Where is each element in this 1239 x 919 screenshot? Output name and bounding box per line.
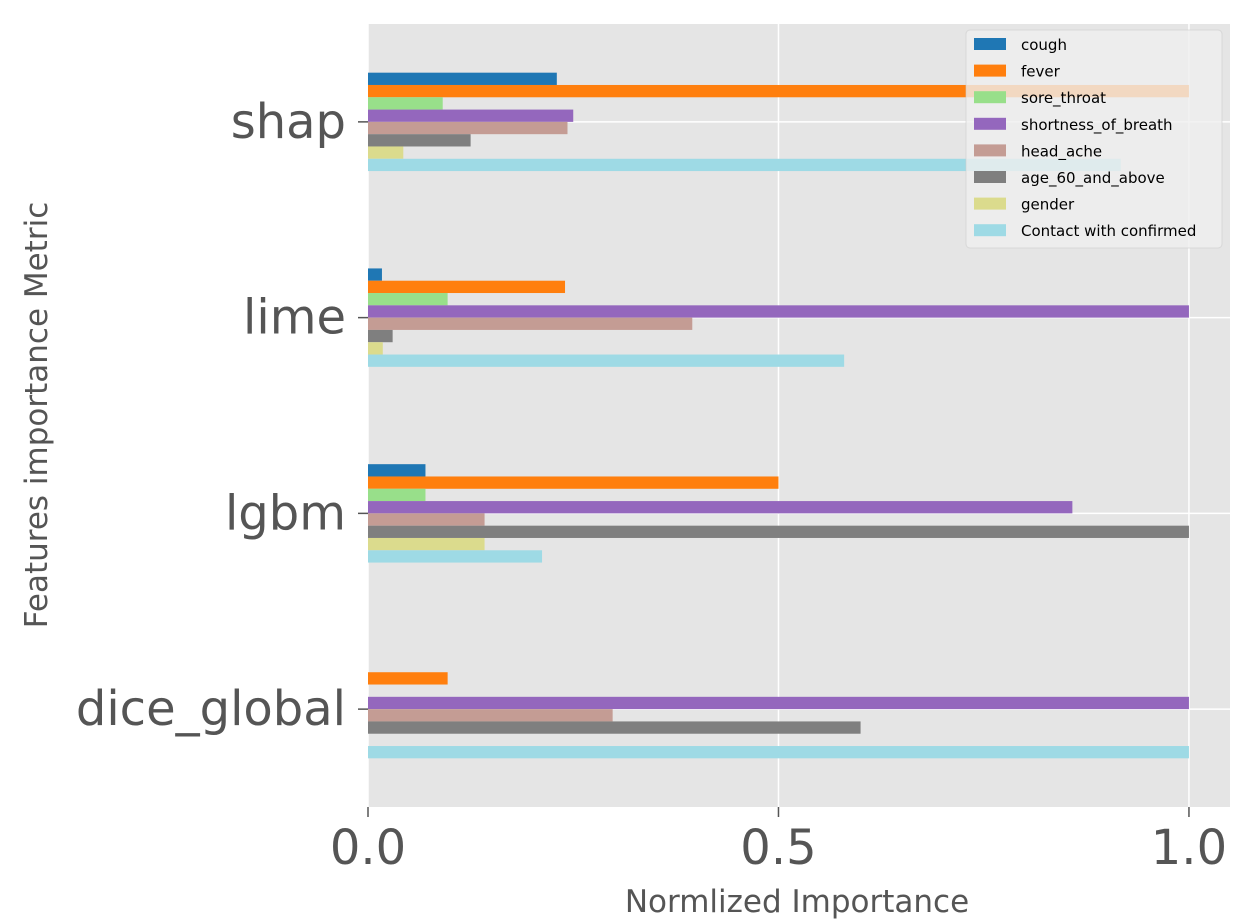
y-tick-label: lgbm <box>225 485 346 541</box>
bar <box>368 696 1189 710</box>
legend-swatch <box>974 197 1006 210</box>
bar <box>368 672 448 685</box>
legend: cough fever sore_throat shortness_of_breath… <box>965 29 1223 249</box>
bar <box>368 501 1073 514</box>
bar <box>368 280 566 294</box>
y-tick-label: dice_global <box>76 681 346 737</box>
legend-swatch <box>974 91 1006 104</box>
bar <box>368 464 426 477</box>
legend-swatch <box>974 224 1006 237</box>
x-tick-label: 0.5 <box>740 820 816 876</box>
legend-label: Contact with confirmed <box>1021 222 1196 240</box>
bar <box>368 721 861 734</box>
legend-swatch <box>974 117 1006 130</box>
legend-box <box>965 29 1223 249</box>
bar <box>368 146 404 159</box>
bar <box>368 488 426 502</box>
bar <box>368 109 574 122</box>
bar <box>368 268 382 281</box>
y-axis: dice_global lgbm lime shap <box>76 94 368 737</box>
x-axis: 0.0 0.5 1.0 <box>330 807 1227 876</box>
bar <box>368 97 443 110</box>
bar <box>368 121 568 135</box>
legend-label: cough <box>1021 36 1067 54</box>
bar <box>368 317 693 330</box>
bar <box>368 746 1189 759</box>
legend-swatch <box>974 64 1006 77</box>
bar <box>368 72 557 85</box>
legend-swatch <box>974 38 1006 50</box>
legend-swatch <box>974 144 1006 157</box>
bars <box>368 72 1189 759</box>
legend-label: age_60_and_above <box>1021 169 1165 188</box>
legend-label: gender <box>1021 196 1075 214</box>
bar <box>368 513 485 526</box>
bar <box>368 354 845 367</box>
bar <box>368 158 1121 172</box>
legend-label: shortness_of_breath <box>1021 116 1173 135</box>
bar <box>368 537 485 551</box>
bar <box>368 342 383 355</box>
bar <box>368 525 1189 538</box>
bar <box>368 709 613 722</box>
bar <box>368 476 779 489</box>
y-tick-label: shap <box>231 94 346 150</box>
bar <box>368 550 543 563</box>
x-axis-title: Normlized Importance <box>625 884 969 919</box>
legend-label: sore_throat <box>1021 89 1106 108</box>
x-tick-label: 1.0 <box>1151 820 1227 876</box>
bar <box>368 305 1189 318</box>
legend-label: fever <box>1021 63 1061 81</box>
x-tick-label: 0.0 <box>330 820 406 876</box>
bar <box>368 329 393 343</box>
y-tick-label: lime <box>243 290 346 346</box>
y-axis-title: Features importance Metric <box>19 202 55 629</box>
bar <box>368 134 471 147</box>
legend-label: head_ache <box>1021 142 1102 161</box>
legend-swatch <box>974 171 1006 183</box>
bar <box>368 293 448 306</box>
